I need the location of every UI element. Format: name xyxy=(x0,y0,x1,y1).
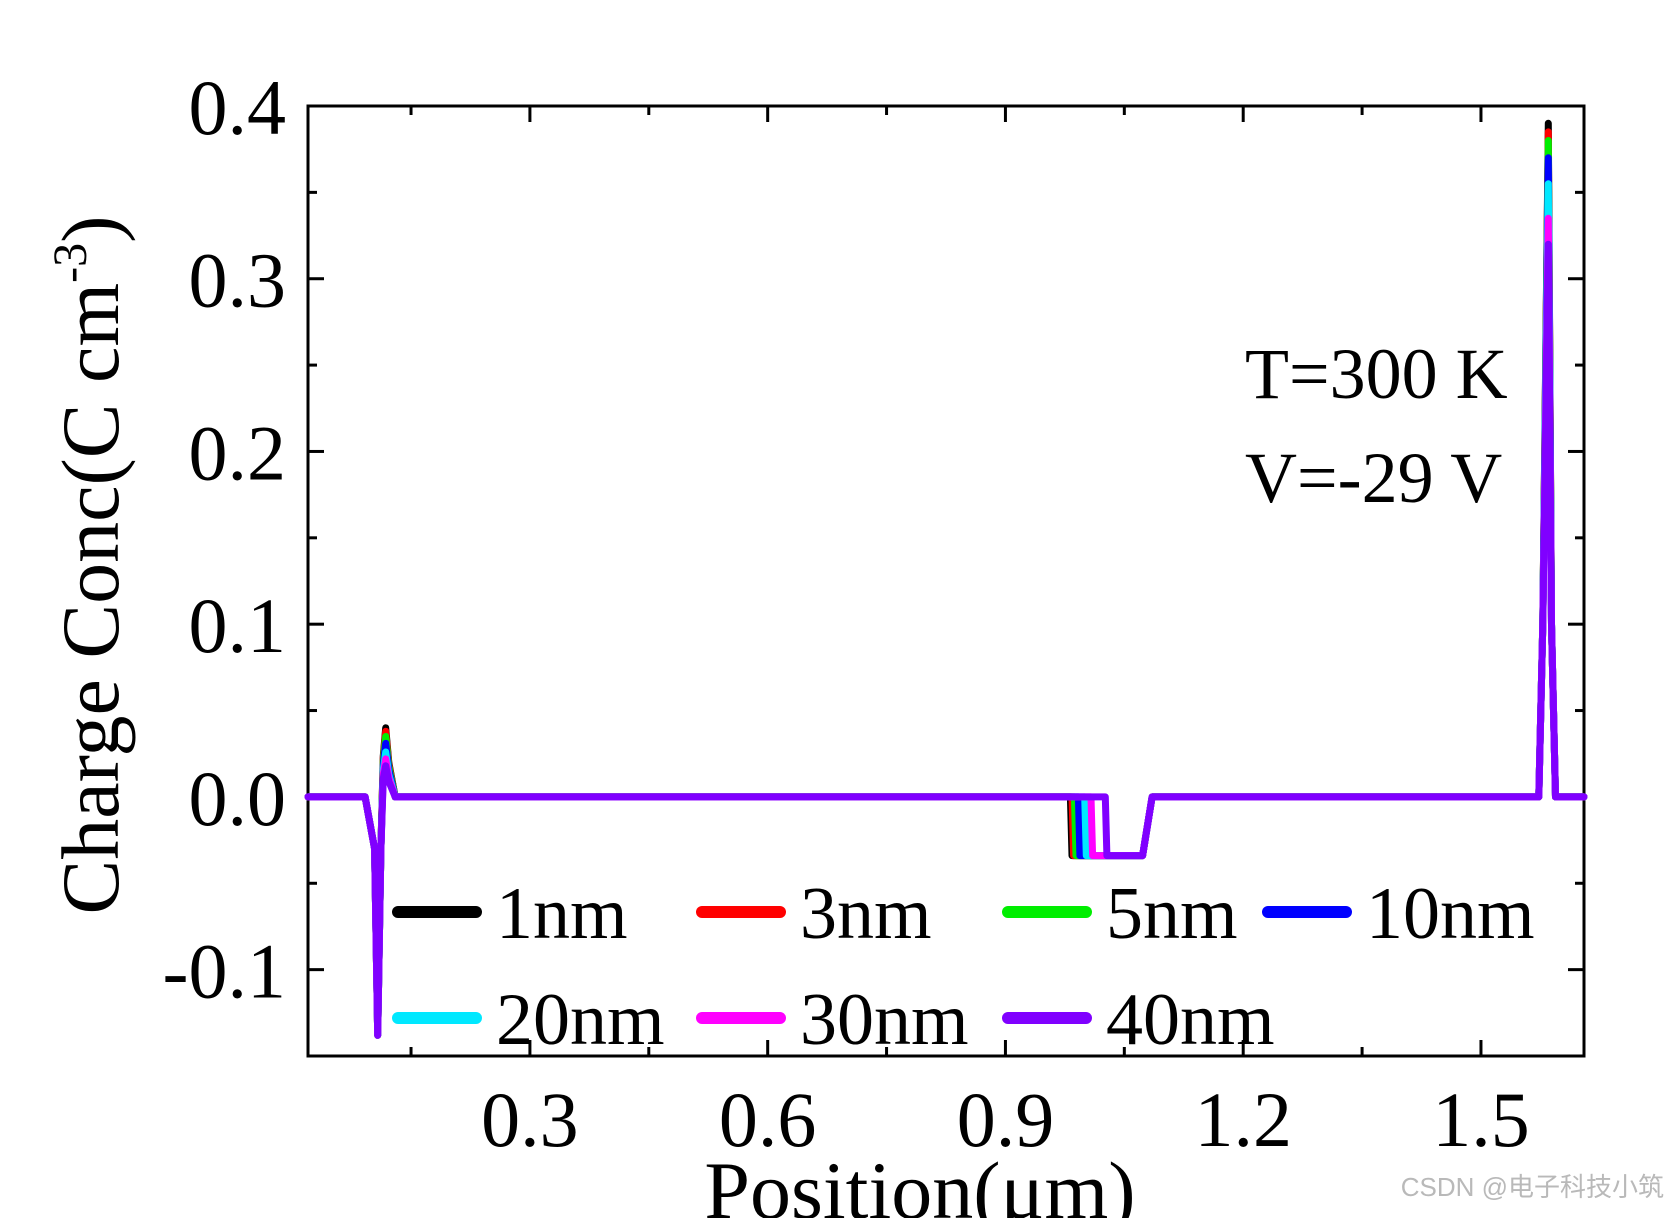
annotation-temperature: T=300 K xyxy=(1245,334,1508,414)
legend-label-20nm: 20nm xyxy=(496,979,665,1061)
x-tick-label: 0.3 xyxy=(481,1076,579,1163)
x-tick-labels: 0.3 0.6 0.9 1.2 1.5 xyxy=(481,1076,1530,1163)
axis-ticks xyxy=(308,104,1584,1058)
legend-label-10nm: 10nm xyxy=(1366,873,1535,955)
series-lines xyxy=(304,119,1588,1039)
series-line-40nm xyxy=(304,240,1588,1039)
x-tick-label: 0.9 xyxy=(957,1076,1055,1163)
y-axis-title-main: Charge Conc(C cm xyxy=(45,283,136,915)
x-tick-label: 1.5 xyxy=(1432,1076,1530,1163)
watermark: CSDN @电子科技小筑 xyxy=(1401,1172,1664,1202)
y-tick-label: 0.1 xyxy=(189,582,287,669)
x-tick-label: 1.2 xyxy=(1194,1076,1292,1163)
y-tick-label: 0.0 xyxy=(189,755,287,842)
plot-frame xyxy=(306,104,1586,1058)
annotation-voltage: V=-29 V xyxy=(1245,438,1502,518)
legend-label-1nm: 1nm xyxy=(496,873,628,955)
y-tick-label: -0.1 xyxy=(163,928,286,1015)
y-tick-labels: 0.4 0.3 0.2 0.1 0.0 -0.1 xyxy=(163,64,286,1015)
x-axis-title: Position(μm) xyxy=(704,1145,1135,1218)
legend-label-3nm: 3nm xyxy=(800,873,932,955)
y-axis-title-superscript: -3 xyxy=(44,243,97,283)
legend-label-40nm: 40nm xyxy=(1106,979,1275,1061)
y-tick-label: 0.2 xyxy=(189,409,287,496)
y-axis-title-suffix: ) xyxy=(45,216,136,243)
legend-label-5nm: 5nm xyxy=(1106,873,1238,955)
legend: 1nm 3nm 5nm 10nm 20nm 30nm 40nm xyxy=(392,873,1535,1061)
y-tick-label: 0.4 xyxy=(189,64,287,151)
x-tick-label: 0.6 xyxy=(719,1076,817,1163)
legend-label-30nm: 30nm xyxy=(800,979,969,1061)
y-axis-title: Charge Conc(C cm-3) xyxy=(44,216,136,915)
y-tick-label: 0.3 xyxy=(189,237,287,324)
